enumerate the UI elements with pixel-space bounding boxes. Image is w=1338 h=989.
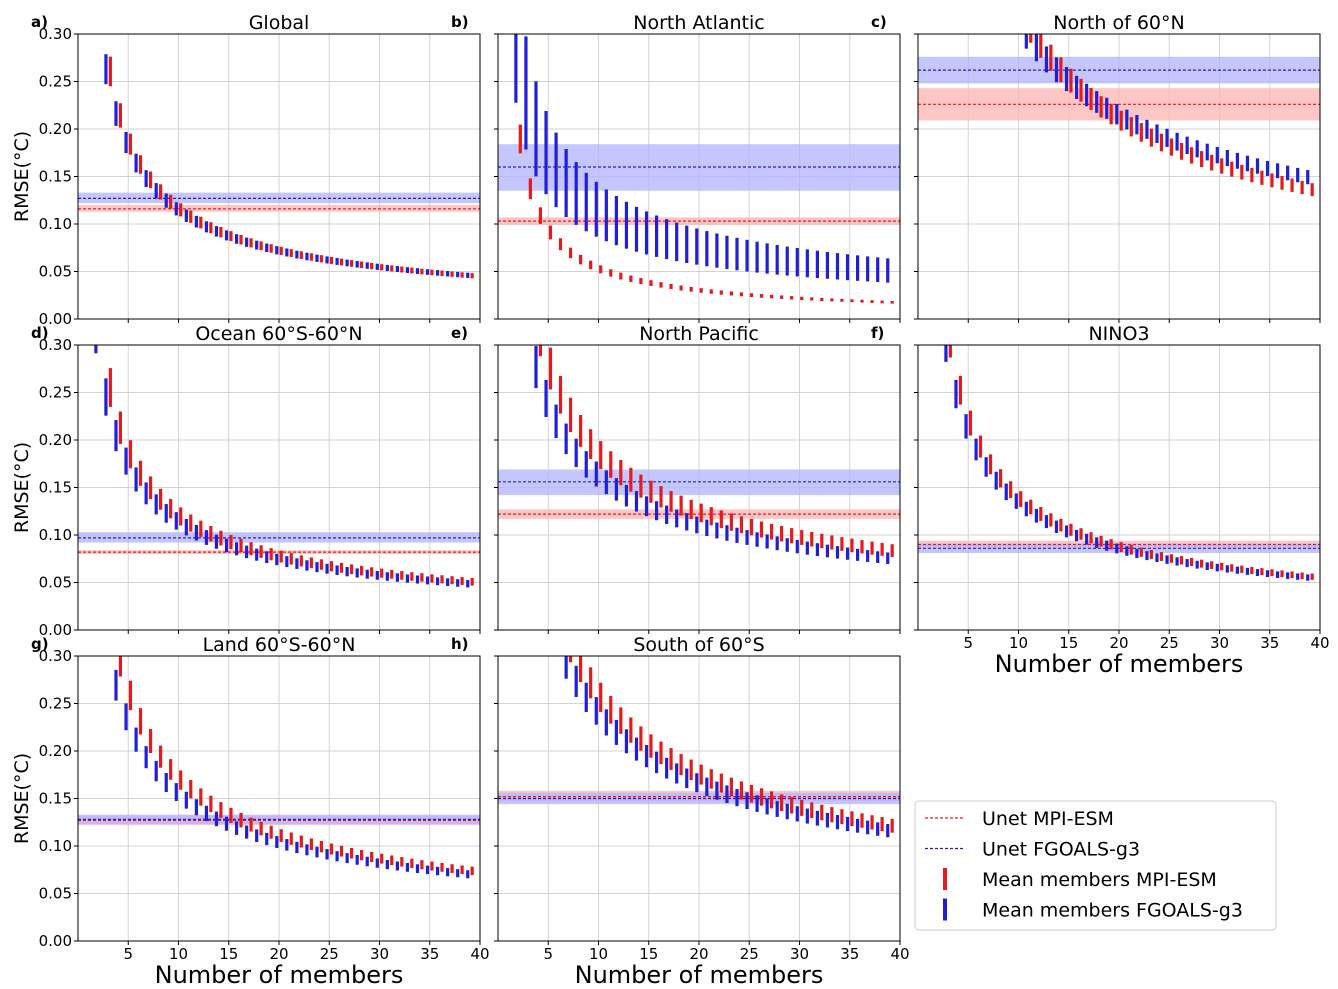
panel-letter: a) xyxy=(31,13,48,31)
x-axis-label: Number of members xyxy=(995,650,1244,678)
x-tick-label: 20 xyxy=(1109,634,1128,652)
panel-7: 0.00 0.05 0.10 0.15 0.20 0.25 0.30 5 10 15 20 25 30 3… xyxy=(11,634,490,989)
y-tick-label: 0.15 xyxy=(39,168,72,186)
x-tick-label: 40 xyxy=(1310,634,1329,652)
y-tick-label: 0.10 xyxy=(39,526,72,544)
panel-title: South of 60°S xyxy=(633,634,764,656)
y-axis-label: RMSE(°C) xyxy=(11,442,33,533)
panel-1: 0.00 0.05 0.10 0.15 0.20 0.25 0.30 RMSE(°C) Glob… xyxy=(11,12,481,328)
x-tick-label: 15 xyxy=(1059,634,1078,652)
panel-title: North Atlantic xyxy=(633,12,764,34)
panel-letter: b) xyxy=(451,13,469,31)
plot-area xyxy=(498,656,900,838)
x-tick-label: 20 xyxy=(689,945,708,963)
y-tick-label: 0.10 xyxy=(39,837,72,855)
panel-letter: h) xyxy=(451,635,469,653)
gridlines xyxy=(78,655,481,942)
legend-label: Unet MPI-ESM xyxy=(982,808,1114,830)
panel-title: North of 60°N xyxy=(1053,12,1184,34)
panel-letter: g) xyxy=(31,635,49,653)
x-tick-label: 35 xyxy=(1260,634,1279,652)
y-tick-label: 0.00 xyxy=(39,310,72,328)
panel-letter: e) xyxy=(451,324,468,342)
legend-label: Mean members FGOALS-g3 xyxy=(982,900,1243,922)
y-axis-label: RMSE(°C) xyxy=(11,131,33,222)
legend-label: Mean members MPI-ESM xyxy=(982,869,1217,891)
x-tick-label: 15 xyxy=(639,945,658,963)
y-tick-label: 0.25 xyxy=(39,695,72,713)
gridlines xyxy=(78,344,481,631)
x-tick-label: 35 xyxy=(420,945,439,963)
plot-area xyxy=(78,345,480,588)
x-axis-label: Number of members xyxy=(155,961,404,989)
panel-6: 5 10 15 20 25 30 35 40 Number of members NINO3 f) xyxy=(871,323,1330,678)
x-tick-label: 40 xyxy=(890,945,909,963)
x-tick-label: 25 xyxy=(320,945,339,963)
x-tick-label: 10 xyxy=(1009,634,1028,652)
y-tick-label: 0.25 xyxy=(39,73,72,91)
panel-5: North Pacific e) xyxy=(451,323,901,634)
panel-title: Global xyxy=(249,12,310,34)
panel-title: Land 60°S-60°N xyxy=(203,634,356,656)
y-tick-label: 0.30 xyxy=(39,336,72,354)
x-tick-label: 15 xyxy=(219,945,238,963)
plot-area xyxy=(78,54,480,279)
y-axis-label: RMSE(°C) xyxy=(11,753,33,844)
y-tick-label: 0.25 xyxy=(39,384,72,402)
plot-area xyxy=(498,34,900,304)
panel-3: North of 60°N c) xyxy=(871,12,1321,323)
y-tick-label: 0.00 xyxy=(39,621,72,639)
y-tick-label: 0.05 xyxy=(39,263,72,281)
panel-title: North Pacific xyxy=(639,323,759,345)
y-tick-label: 0.20 xyxy=(39,120,72,138)
panel-letter: f) xyxy=(871,324,884,342)
y-tick-label: 0.30 xyxy=(39,25,72,43)
panel-letter: d) xyxy=(31,324,49,342)
y-tick-label: 0.10 xyxy=(39,215,72,233)
x-tick-label: 40 xyxy=(470,945,489,963)
x-tick-label: 10 xyxy=(169,945,188,963)
plot-area xyxy=(78,656,480,879)
plot-area xyxy=(498,345,900,564)
x-tick-label: 30 xyxy=(370,945,389,963)
x-axis-label: Number of members xyxy=(575,961,824,989)
y-tick-label: 0.05 xyxy=(39,885,72,903)
panel-4: 0.00 0.05 0.10 0.15 0.20 0.25 0.30 RMSE(°C) Ocea… xyxy=(11,323,481,639)
x-tick-label: 10 xyxy=(589,945,608,963)
gridlines xyxy=(78,33,481,320)
x-tick-label: 30 xyxy=(1210,634,1229,652)
x-tick-label: 30 xyxy=(790,945,809,963)
legend: Unet MPI-ESM Unet FGOALS-g3 Mean members M… xyxy=(914,800,1277,931)
x-tick-label: 5 xyxy=(963,634,973,652)
gridlines xyxy=(918,344,1321,631)
x-tick-label: 25 xyxy=(1160,634,1179,652)
plot-area xyxy=(918,345,1320,581)
y-tick-label: 0.15 xyxy=(39,790,72,808)
x-tick-label: 20 xyxy=(269,945,288,963)
y-tick-label: 0.15 xyxy=(39,479,72,497)
x-tick-label: 25 xyxy=(740,945,759,963)
x-tick-label: 5 xyxy=(123,945,133,963)
y-tick-label: 0.20 xyxy=(39,742,72,760)
x-tick-label: 35 xyxy=(840,945,859,963)
panel-title: Ocean 60°S-60°N xyxy=(195,323,362,345)
y-tick-label: 0.20 xyxy=(39,431,72,449)
plot-area xyxy=(918,34,1320,197)
panel-8: 5 10 15 20 25 30 35 40 Number of members South of… xyxy=(451,634,910,989)
x-tick-label: 5 xyxy=(543,945,553,963)
panel-title: NINO3 xyxy=(1088,323,1149,345)
y-tick-label: 0.05 xyxy=(39,574,72,592)
panel-2: North Atlantic b) xyxy=(451,12,901,323)
y-tick-label: 0.30 xyxy=(39,647,72,665)
y-tick-label: 0.00 xyxy=(39,932,72,950)
legend-box xyxy=(914,800,1277,931)
panel-letter: c) xyxy=(871,13,887,31)
legend-label: Unet FGOALS-g3 xyxy=(982,839,1140,861)
